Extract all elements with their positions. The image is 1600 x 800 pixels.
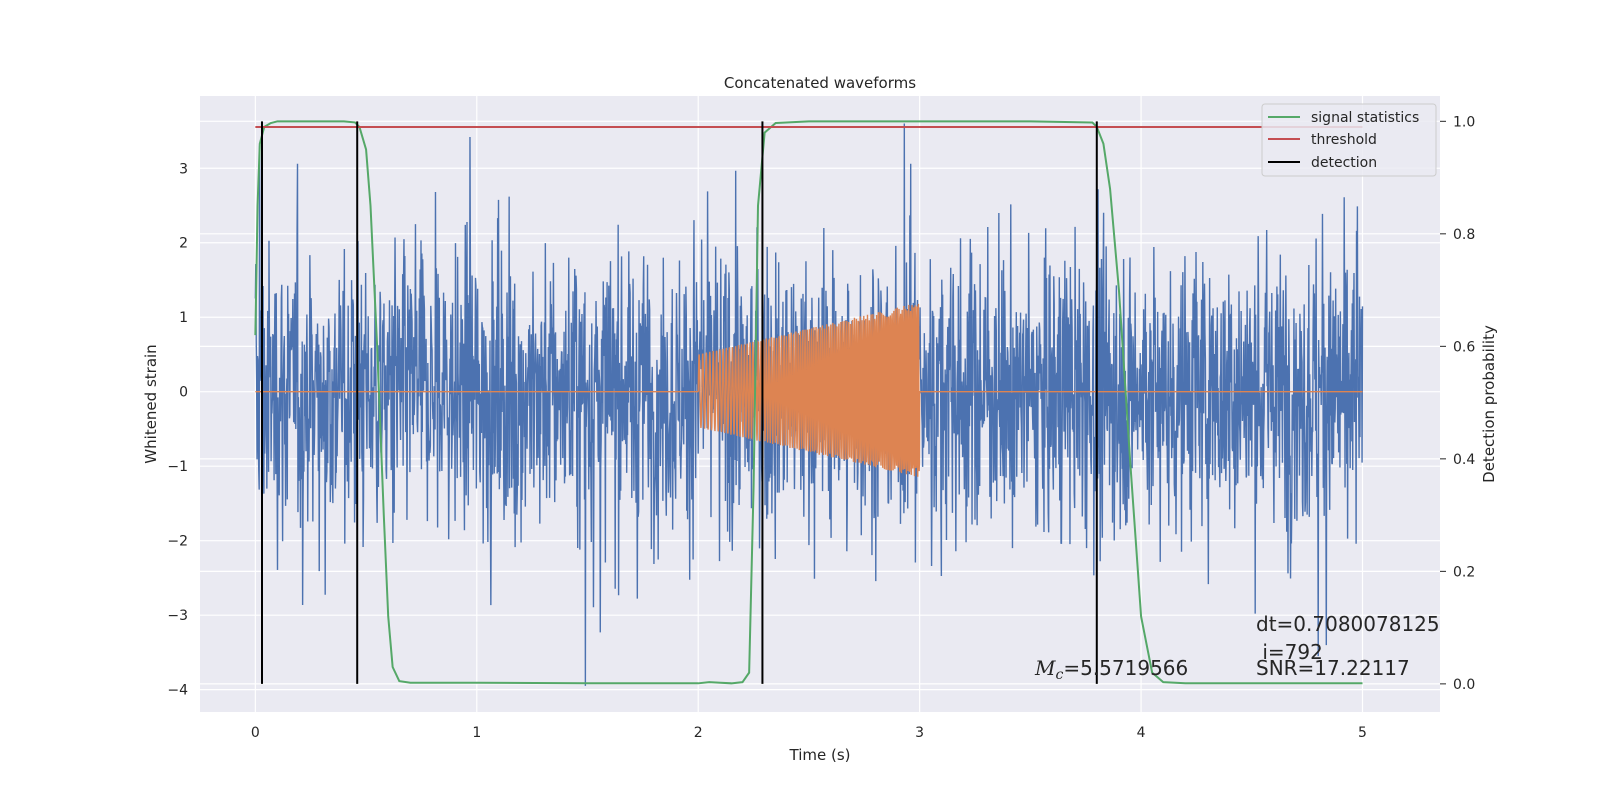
y-axis-right-label: Detection probability (1480, 325, 1498, 483)
y-right-tick-label-4: 0.8 (1453, 227, 1475, 243)
y-left-tick-label-2: −2 (167, 534, 188, 550)
probability-series (254, 120, 1363, 685)
legend-box (1261, 103, 1437, 177)
y-left-tick-label-7: 3 (179, 161, 188, 177)
strain-line (254, 123, 1364, 686)
annotation-dt: dt=0.7080078125 (1256, 612, 1440, 636)
y-axis-right-ticks: 0.0 0.2 0.4 0.6 0.8 1.0 (1440, 114, 1475, 693)
x-tick-label-5: 5 (1358, 725, 1367, 741)
y-right-tick-label-0: 0.0 (1453, 677, 1475, 693)
strain-series (254, 123, 1364, 686)
x-tick-label-0: 0 (251, 725, 260, 741)
y-right-tick-label-5: 1.0 (1453, 114, 1475, 130)
annotation-i: i=792 (1256, 640, 1323, 664)
x-tick-label-4: 4 (1137, 725, 1146, 741)
annotation-mc: Mc=5.5719566 (1034, 656, 1188, 683)
y-left-tick-label-6: 2 (179, 236, 188, 252)
y-left-tick-label-1: −3 (167, 608, 188, 624)
x-axis-ticks: 0 1 2 3 4 5 (251, 725, 1367, 741)
y-right-tick-label-3: 0.6 (1453, 339, 1475, 355)
y-right-tick-label-2: 0.4 (1453, 452, 1475, 468)
y-left-tick-label-0: −4 (167, 683, 188, 699)
y-left-tick-label-5: 1 (179, 310, 188, 326)
legend: signal statistics threshold detection (1261, 103, 1437, 177)
x-axis-label: Time (s) (789, 746, 851, 764)
x-tick-label-2: 2 (694, 725, 703, 741)
legend-label-threshold: threshold (1311, 132, 1377, 148)
y-left-tick-label-3: −1 (167, 459, 188, 475)
y-right-tick-label-1: 0.2 (1453, 564, 1475, 580)
plot-area (254, 120, 1364, 686)
signal-statistics-line (254, 120, 1363, 685)
y-axis-left-ticks: −4 −3 −2 −1 0 1 2 3 (167, 161, 188, 698)
legend-label-signal: signal statistics (1311, 110, 1419, 126)
x-tick-label-1: 1 (472, 725, 481, 741)
x-tick-label-3: 3 (915, 725, 924, 741)
chart-title: Concatenated waveforms (724, 74, 916, 92)
annotation-snr: SNR=17.22117 (1256, 656, 1410, 680)
y-axis-left-label: Whitened strain (142, 344, 160, 463)
chirp-line (255, 303, 1363, 477)
y-left-tick-label-4: 0 (179, 385, 188, 401)
legend-label-detection: detection (1311, 155, 1377, 171)
chirp-series (255, 303, 1363, 477)
